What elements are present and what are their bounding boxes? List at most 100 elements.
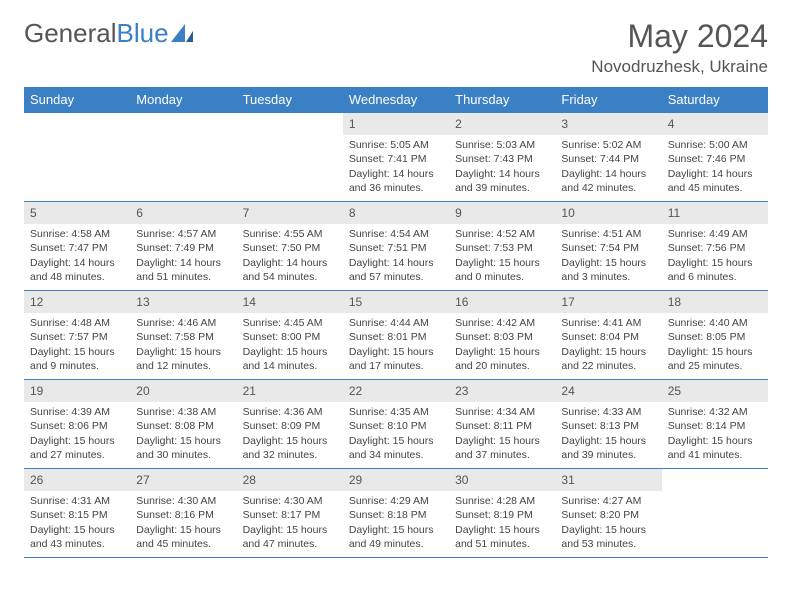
day-cell: 16Sunrise: 4:42 AMSunset: 8:03 PMDayligh…: [449, 291, 555, 379]
daylight-text: Daylight: 15 hours and 34 minutes.: [349, 434, 443, 462]
day-number: 24: [555, 380, 661, 402]
day-cell: 18Sunrise: 4:40 AMSunset: 8:05 PMDayligh…: [662, 291, 768, 379]
brand-text-2: Blue: [117, 18, 169, 49]
dow-cell: Wednesday: [343, 87, 449, 112]
day-number: 5: [24, 202, 130, 224]
sunset-text: Sunset: 7:49 PM: [136, 241, 230, 255]
sunset-text: Sunset: 7:46 PM: [668, 152, 762, 166]
day-cell: 3Sunrise: 5:02 AMSunset: 7:44 PMDaylight…: [555, 113, 661, 201]
day-cell: 4Sunrise: 5:00 AMSunset: 7:46 PMDaylight…: [662, 113, 768, 201]
sunset-text: Sunset: 8:08 PM: [136, 419, 230, 433]
daylight-text: Daylight: 15 hours and 22 minutes.: [561, 345, 655, 373]
day-cell: 10Sunrise: 4:51 AMSunset: 7:54 PMDayligh…: [555, 202, 661, 290]
daylight-text: Daylight: 15 hours and 49 minutes.: [349, 523, 443, 551]
daylight-text: Daylight: 15 hours and 53 minutes.: [561, 523, 655, 551]
day-number: 16: [449, 291, 555, 313]
day-cell: 17Sunrise: 4:41 AMSunset: 8:04 PMDayligh…: [555, 291, 661, 379]
sunset-text: Sunset: 8:10 PM: [349, 419, 443, 433]
day-cell: 5Sunrise: 4:58 AMSunset: 7:47 PMDaylight…: [24, 202, 130, 290]
sunrise-text: Sunrise: 4:41 AM: [561, 316, 655, 330]
day-body: Sunrise: 4:34 AMSunset: 8:11 PMDaylight:…: [449, 402, 555, 468]
calendar: SundayMondayTuesdayWednesdayThursdayFrid…: [24, 87, 768, 558]
sunrise-text: Sunrise: 4:32 AM: [668, 405, 762, 419]
daylight-text: Daylight: 15 hours and 45 minutes.: [136, 523, 230, 551]
sunrise-text: Sunrise: 4:35 AM: [349, 405, 443, 419]
day-cell: 29Sunrise: 4:29 AMSunset: 8:18 PMDayligh…: [343, 469, 449, 557]
daylight-text: Daylight: 15 hours and 47 minutes.: [243, 523, 337, 551]
daylight-text: Daylight: 15 hours and 41 minutes.: [668, 434, 762, 462]
sunrise-text: Sunrise: 4:46 AM: [136, 316, 230, 330]
sunrise-text: Sunrise: 4:30 AM: [243, 494, 337, 508]
daylight-text: Daylight: 15 hours and 43 minutes.: [30, 523, 124, 551]
day-body: Sunrise: 4:31 AMSunset: 8:15 PMDaylight:…: [24, 491, 130, 557]
sunset-text: Sunset: 7:58 PM: [136, 330, 230, 344]
dow-cell: Saturday: [662, 87, 768, 112]
day-body: Sunrise: 4:35 AMSunset: 8:10 PMDaylight:…: [343, 402, 449, 468]
sunrise-text: Sunrise: 4:54 AM: [349, 227, 443, 241]
day-body: Sunrise: 4:51 AMSunset: 7:54 PMDaylight:…: [555, 224, 661, 290]
sunset-text: Sunset: 7:41 PM: [349, 152, 443, 166]
dow-cell: Thursday: [449, 87, 555, 112]
sunset-text: Sunset: 8:14 PM: [668, 419, 762, 433]
sunrise-text: Sunrise: 4:44 AM: [349, 316, 443, 330]
daylight-text: Daylight: 14 hours and 51 minutes.: [136, 256, 230, 284]
daylight-text: Daylight: 15 hours and 27 minutes.: [30, 434, 124, 462]
day-body: Sunrise: 4:30 AMSunset: 8:17 PMDaylight:…: [237, 491, 343, 557]
daylight-text: Daylight: 15 hours and 51 minutes.: [455, 523, 549, 551]
day-body: Sunrise: 5:00 AMSunset: 7:46 PMDaylight:…: [662, 135, 768, 201]
brand-logo: GeneralBlue: [24, 18, 193, 49]
sunrise-text: Sunrise: 4:30 AM: [136, 494, 230, 508]
day-number: 23: [449, 380, 555, 402]
day-number: 6: [130, 202, 236, 224]
daylight-text: Daylight: 15 hours and 32 minutes.: [243, 434, 337, 462]
day-body: Sunrise: 4:57 AMSunset: 7:49 PMDaylight:…: [130, 224, 236, 290]
day-cell: 28Sunrise: 4:30 AMSunset: 8:17 PMDayligh…: [237, 469, 343, 557]
day-body: Sunrise: 4:49 AMSunset: 7:56 PMDaylight:…: [662, 224, 768, 290]
daylight-text: Daylight: 14 hours and 54 minutes.: [243, 256, 337, 284]
sunrise-text: Sunrise: 4:55 AM: [243, 227, 337, 241]
day-number: 30: [449, 469, 555, 491]
day-body: Sunrise: 4:30 AMSunset: 8:16 PMDaylight:…: [130, 491, 236, 557]
sunset-text: Sunset: 7:57 PM: [30, 330, 124, 344]
daylight-text: Daylight: 14 hours and 45 minutes.: [668, 167, 762, 195]
weeks-container: 1Sunrise: 5:05 AMSunset: 7:41 PMDaylight…: [24, 112, 768, 558]
day-body: Sunrise: 4:42 AMSunset: 8:03 PMDaylight:…: [449, 313, 555, 379]
week-row: 26Sunrise: 4:31 AMSunset: 8:15 PMDayligh…: [24, 468, 768, 558]
day-cell: 19Sunrise: 4:39 AMSunset: 8:06 PMDayligh…: [24, 380, 130, 468]
day-number: 31: [555, 469, 661, 491]
day-cell: 15Sunrise: 4:44 AMSunset: 8:01 PMDayligh…: [343, 291, 449, 379]
sunrise-text: Sunrise: 4:31 AM: [30, 494, 124, 508]
sunset-text: Sunset: 8:19 PM: [455, 508, 549, 522]
daylight-text: Daylight: 14 hours and 48 minutes.: [30, 256, 124, 284]
day-body: Sunrise: 4:41 AMSunset: 8:04 PMDaylight:…: [555, 313, 661, 379]
sunset-text: Sunset: 7:44 PM: [561, 152, 655, 166]
day-cell: 14Sunrise: 4:45 AMSunset: 8:00 PMDayligh…: [237, 291, 343, 379]
day-cell: 22Sunrise: 4:35 AMSunset: 8:10 PMDayligh…: [343, 380, 449, 468]
day-body: Sunrise: 4:52 AMSunset: 7:53 PMDaylight:…: [449, 224, 555, 290]
sunrise-text: Sunrise: 4:38 AM: [136, 405, 230, 419]
daylight-text: Daylight: 15 hours and 37 minutes.: [455, 434, 549, 462]
brand-text-1: General: [24, 18, 117, 49]
day-body: Sunrise: 4:45 AMSunset: 8:00 PMDaylight:…: [237, 313, 343, 379]
sunset-text: Sunset: 7:47 PM: [30, 241, 124, 255]
day-number: 25: [662, 380, 768, 402]
day-number: 19: [24, 380, 130, 402]
day-number: 10: [555, 202, 661, 224]
day-number: [24, 113, 130, 119]
daylight-text: Daylight: 15 hours and 12 minutes.: [136, 345, 230, 373]
day-cell: 30Sunrise: 4:28 AMSunset: 8:19 PMDayligh…: [449, 469, 555, 557]
day-cell: 25 Sunrise: 4:32 AMSunset: 8:14 PMDayligh…: [662, 380, 768, 468]
daylight-text: Daylight: 15 hours and 3 minutes.: [561, 256, 655, 284]
day-body: Sunrise: 4:58 AMSunset: 7:47 PMDaylight:…: [24, 224, 130, 290]
brand-sail-icon: [171, 18, 193, 49]
week-row: 12Sunrise: 4:48 AMSunset: 7:57 PMDayligh…: [24, 290, 768, 379]
sunrise-text: Sunrise: 4:34 AM: [455, 405, 549, 419]
day-number: 3: [555, 113, 661, 135]
sunrise-text: Sunrise: 4:52 AM: [455, 227, 549, 241]
day-number: 28: [237, 469, 343, 491]
daylight-text: Daylight: 15 hours and 39 minutes.: [561, 434, 655, 462]
day-body: Sunrise: 4:44 AMSunset: 8:01 PMDaylight:…: [343, 313, 449, 379]
day-cell: [237, 113, 343, 201]
dow-cell: Monday: [130, 87, 236, 112]
day-number: 1: [343, 113, 449, 135]
